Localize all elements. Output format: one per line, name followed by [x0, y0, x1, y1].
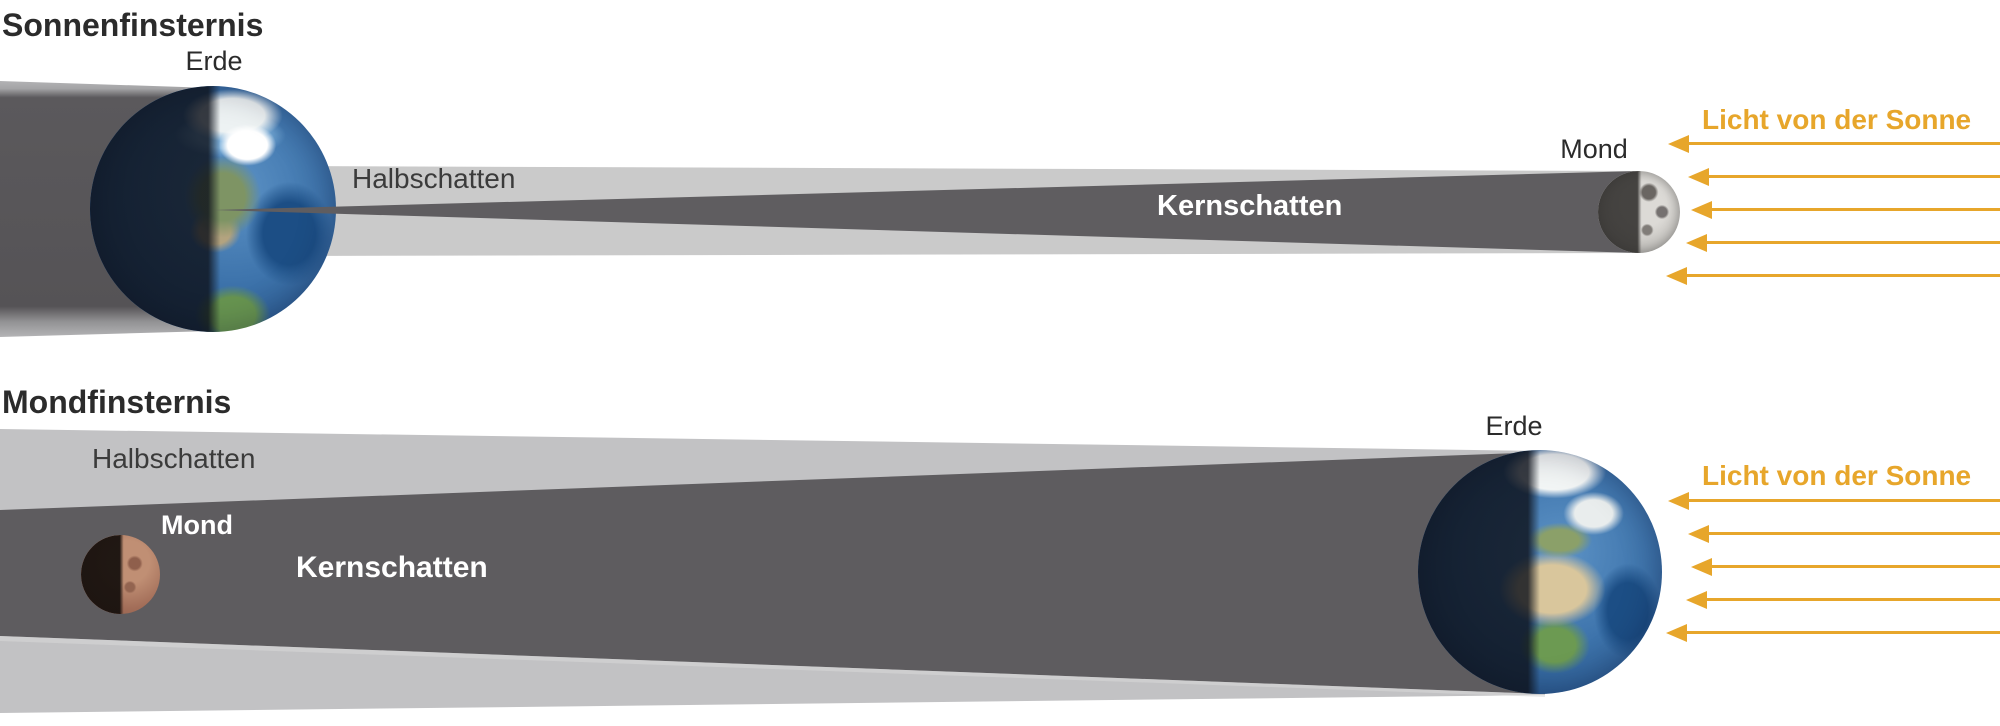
lunar-umbra-shape	[0, 452, 1545, 694]
moon-night-side	[81, 535, 160, 614]
arrow-left-icon	[1668, 135, 1689, 153]
arrow-left-icon	[1688, 525, 1709, 543]
sunlight-arrow	[1686, 591, 2000, 609]
lunar-sunlight-label: Licht von der Sonne	[1702, 460, 1972, 491]
sunlight-arrow	[1668, 492, 2000, 510]
lunar-penumbra-label: Halbschatten	[92, 443, 256, 474]
solar-earth-label: Erde	[185, 46, 243, 76]
arrow-left-icon	[1666, 267, 1687, 285]
lunar-umbra-label: Kernschatten	[296, 551, 488, 584]
moon-night-side	[1598, 171, 1680, 253]
lunar-eclipse-title: Mondfinsternis	[2, 384, 232, 420]
arrow-left-icon	[1686, 234, 1707, 252]
sunlight-arrow	[1668, 135, 2000, 153]
lunar-earth-label: Erde	[1485, 411, 1543, 441]
moon-solar-eclipse	[1598, 171, 1680, 253]
arrow-left-icon	[1691, 201, 1712, 219]
arrow-left-icon	[1688, 168, 1709, 186]
lunar-umbra-edge-highlight	[0, 636, 1545, 697]
solar-penumbra-label: Halbschatten	[352, 163, 516, 194]
arrow-left-icon	[1666, 624, 1687, 642]
arrow-left-icon	[1691, 558, 1712, 576]
sunlight-arrow	[1666, 624, 2000, 642]
lunar-moon-label: Mond	[161, 510, 233, 540]
earth-night-side	[1418, 450, 1662, 694]
arrow-left-icon	[1668, 492, 1689, 510]
solar-moon-label: Mond	[1560, 134, 1628, 164]
solar-umbra-label: Kernschatten	[1157, 190, 1343, 222]
sunlight-arrow	[1688, 525, 2000, 543]
earth-lunar-eclipse	[1418, 450, 1662, 694]
sunlight-arrow	[1666, 267, 2000, 285]
solar-eclipse-title: Sonnenfinsternis	[2, 7, 264, 43]
sunlight-arrow	[1691, 201, 2000, 219]
arrow-left-icon	[1686, 591, 1707, 609]
solar-umbra-shape	[214, 171, 1640, 253]
moon-lunar-eclipse	[81, 535, 160, 614]
solar-sunlight-label: Licht von der Sonne	[1702, 104, 1972, 135]
sunlight-arrow	[1688, 168, 2000, 186]
sunlight-arrow	[1686, 234, 2000, 252]
sunlight-arrow	[1691, 558, 2000, 576]
